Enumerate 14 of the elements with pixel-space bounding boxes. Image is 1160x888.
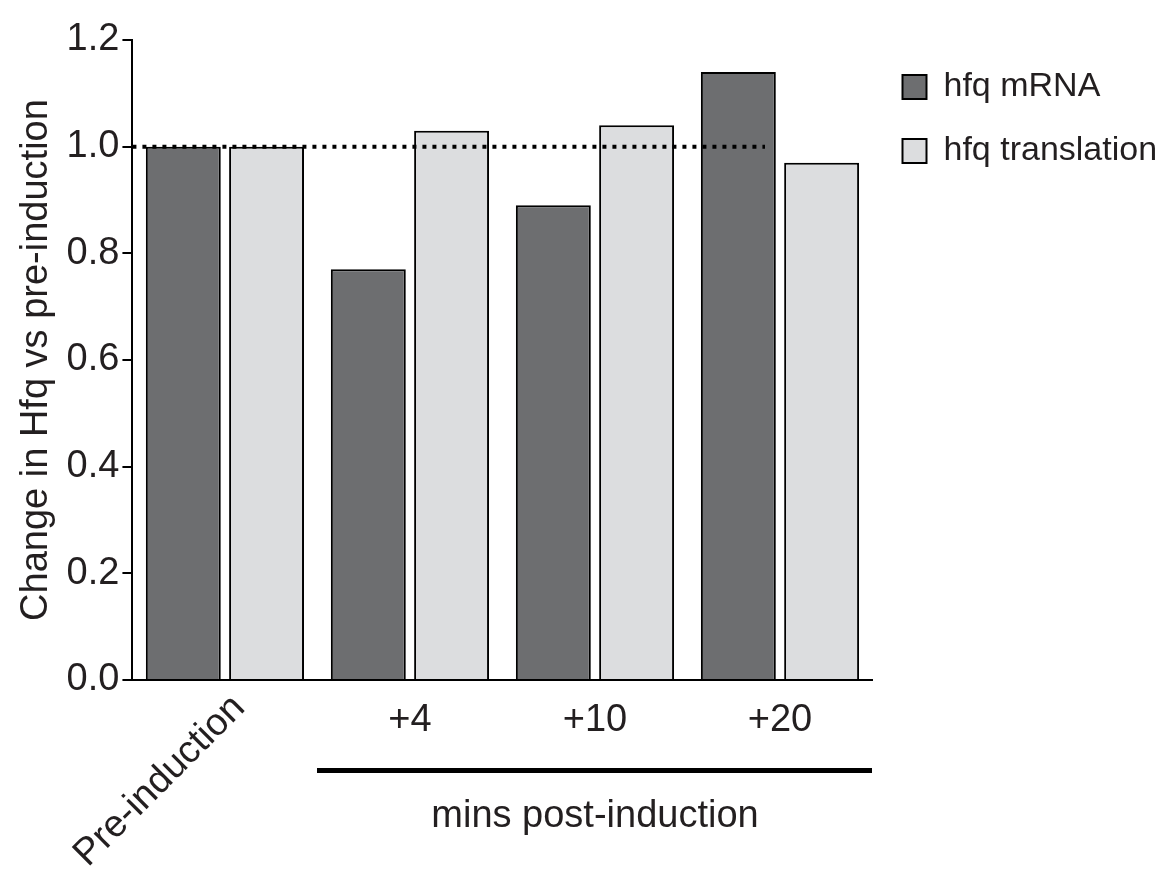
y-tick-label: 0.0 <box>66 656 120 699</box>
y-axis-title: Change in Hfq vs pre-induction <box>13 99 56 621</box>
y-tick-label: 0.6 <box>66 336 120 379</box>
y-tick-label: 1.0 <box>66 123 120 166</box>
x-tick-label: +4 <box>388 697 432 740</box>
legend-label: hfq translation <box>943 129 1158 168</box>
x-tick-label: +10 <box>562 697 628 740</box>
y-tick-label: 1.2 <box>66 16 120 59</box>
legend-label: hfq mRNA <box>943 65 1101 104</box>
y-tick-label: 0.4 <box>66 443 120 486</box>
y-tick-label: 0.2 <box>66 549 120 592</box>
x-tick-label: +20 <box>747 697 813 740</box>
text: mins post-induction <box>431 793 759 836</box>
y-tick-label: 0.8 <box>66 229 120 272</box>
